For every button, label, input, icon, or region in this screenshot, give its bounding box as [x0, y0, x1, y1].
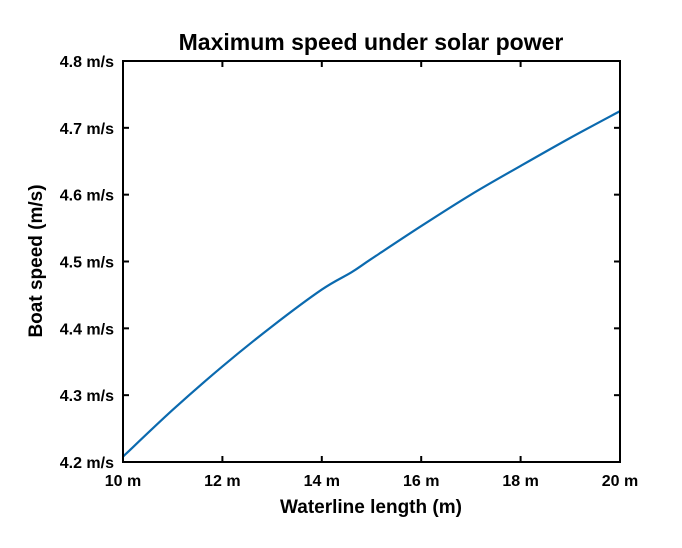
y-tick-label: 4.7 m/s — [60, 121, 114, 138]
series-layer — [122, 110, 621, 458]
x-axis-label: Waterline length (m) — [280, 497, 462, 518]
chart-title: Maximum speed under solar power — [179, 29, 564, 55]
y-tick-label: 4.4 m/s — [60, 321, 114, 338]
x-tick-label: 10 m — [105, 473, 141, 490]
y-tick-label: 4.6 m/s — [60, 188, 114, 205]
x-tick-label: 16 m — [403, 473, 439, 490]
x-tick-label: 14 m — [304, 473, 340, 490]
y-tick-label: 4.5 m/s — [60, 255, 114, 272]
plot-frame — [122, 60, 621, 463]
y-tick-label: 4.3 m/s — [60, 388, 114, 405]
y-axis-ticks: 4.2 m/s 4.3 m/s 4.4 m/s 4.5 m/s 4.6 m/s 4.7 m… — [60, 54, 620, 472]
x-axis-ticks: 10 m 12 m 14 m 16 m 18 m 20 m — [105, 61, 638, 490]
y-tick-label: 4.8 m/s — [60, 54, 114, 71]
series-line-boat-speed — [122, 110, 621, 458]
x-tick-label: 18 m — [502, 473, 538, 490]
x-tick-label: 12 m — [204, 473, 240, 490]
y-axis-label: Boat speed (m/s) — [26, 184, 47, 337]
x-tick-label: 20 m — [602, 473, 638, 490]
y-tick-label: 4.2 m/s — [60, 455, 114, 472]
